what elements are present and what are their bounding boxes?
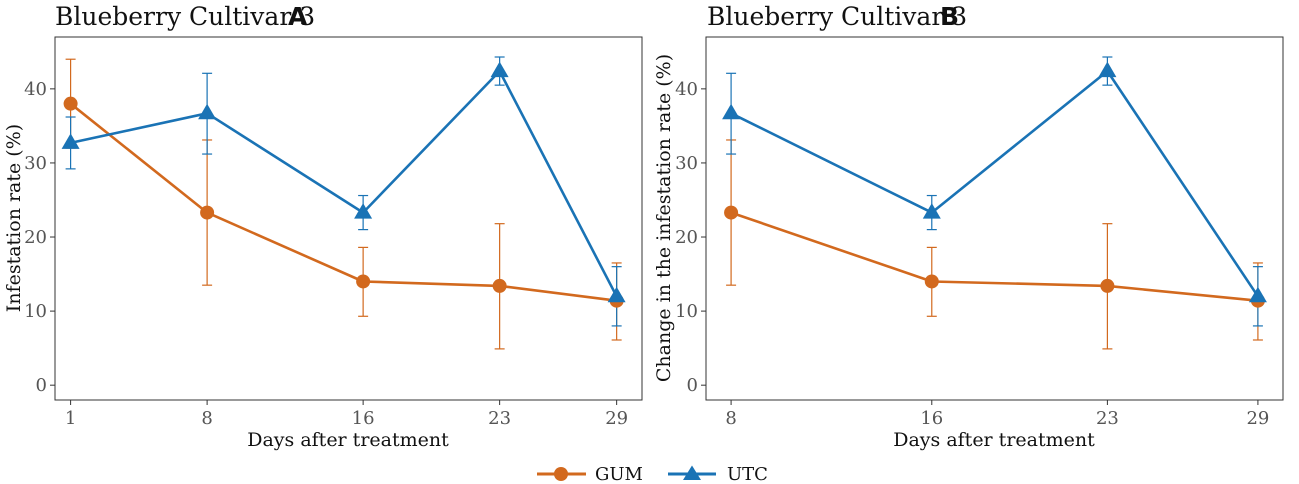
panel-a-gum-point-2: [356, 274, 371, 289]
panel-b-y-tick-label-3: 30: [675, 153, 698, 174]
panel-a-y-tick-label-3: 30: [24, 153, 47, 174]
legend-item-utc: UTC: [668, 464, 768, 484]
panel-b-gum-point-0: [724, 205, 739, 220]
panel-a-title: Blueberry Cultivar 3: [55, 2, 315, 31]
panel-b-plot-frame: [705, 36, 1284, 401]
panel-b-x-tick-label-0: 8: [725, 408, 736, 429]
panel-b-letter: B: [940, 2, 959, 31]
legend: GUM UTC: [537, 464, 768, 484]
panel-a-plot-frame: [54, 36, 643, 401]
panel-b-y-tick-label-4: 40: [675, 79, 698, 100]
panel-a-x-tick-label-2: 16: [352, 408, 375, 429]
panel-b-y-tick-label-0: 0: [687, 375, 698, 396]
panel-a-series: [61, 56, 626, 350]
panel-a-x-tick-label-3: 23: [488, 408, 511, 429]
panel-b-ticks: 0 10 20 30 40 8 16 23 29: [675, 79, 1269, 429]
panel-b-utc-line: [730, 69, 1259, 298]
panel-a-y-tick-label-1: 10: [24, 301, 47, 322]
panel-b-y-axis-label: Change in the infestation rate (%): [653, 54, 675, 382]
panel-a-x-tick-label-4: 29: [605, 408, 628, 429]
panel-b-utc-point-3: [1248, 286, 1267, 303]
panel-b-gum-point-1: [924, 274, 939, 289]
legend-utc-label: UTC: [727, 464, 768, 484]
legend-utc-marker: [683, 465, 701, 480]
panel-b-gum-line: [730, 211, 1259, 302]
panel-a-utc-point-3: [490, 61, 509, 78]
panel-b-utc-point-1: [922, 203, 941, 219]
panel-b-x-axis-label: Days after treatment: [893, 429, 1095, 451]
panel-b-series: [722, 56, 1267, 350]
panel-a-x-tick-label-1: 8: [201, 408, 212, 429]
panel-b-utc-point-2: [1098, 61, 1117, 78]
panel-a-y-tick-label-4: 40: [24, 79, 47, 100]
panel-a-y-tick-label-2: 20: [24, 227, 47, 248]
legend-item-gum: GUM: [537, 464, 643, 484]
panel-a-gum-point-3: [492, 278, 507, 293]
panel-a-ticks: 0 10 20 30 40 1 8 16 23 29: [24, 79, 628, 429]
panel-a-x-tick-label-0: 1: [65, 408, 76, 429]
panel-b-x-tick-label-3: 29: [1246, 408, 1269, 429]
panel-a-utc-point-1: [198, 103, 217, 120]
legend-gum-label: GUM: [595, 464, 643, 484]
panel-b-title: Blueberry Cultivar 3: [707, 2, 967, 31]
panel-b-x-tick-label-2: 23: [1096, 408, 1119, 429]
panel-b-utc-point-0: [722, 103, 741, 120]
panel-a-utc-point-2: [354, 203, 373, 219]
panel-a-utc-point-4: [607, 286, 626, 303]
panel-b-y-tick-label-1: 10: [675, 301, 698, 322]
panel-b-y-tick-label-2: 20: [675, 227, 698, 248]
panel-b-gum-point-2: [1100, 278, 1115, 293]
panel-a-y-axis-label: Infestation rate (%): [3, 124, 25, 312]
panel-a-gum-point-1: [200, 205, 215, 220]
panel-a-utc-line: [70, 69, 618, 297]
panel-a-utc-point-0: [61, 133, 80, 149]
panel-a-x-axis-label: Days after treatment: [247, 429, 449, 451]
panel-a-y-tick-label-0: 0: [36, 375, 47, 396]
panel-a-gum-point-0: [63, 96, 78, 111]
panel-a: Blueberry Cultivar 3 A 0 10 20 30 40 1 8 16 23 29…: [3, 2, 643, 451]
panel-a-letter: A: [288, 2, 308, 31]
legend-gum-marker: [554, 467, 568, 481]
panel-a-gum-line: [69, 102, 617, 302]
panel-b-x-tick-label-1: 16: [920, 408, 943, 429]
